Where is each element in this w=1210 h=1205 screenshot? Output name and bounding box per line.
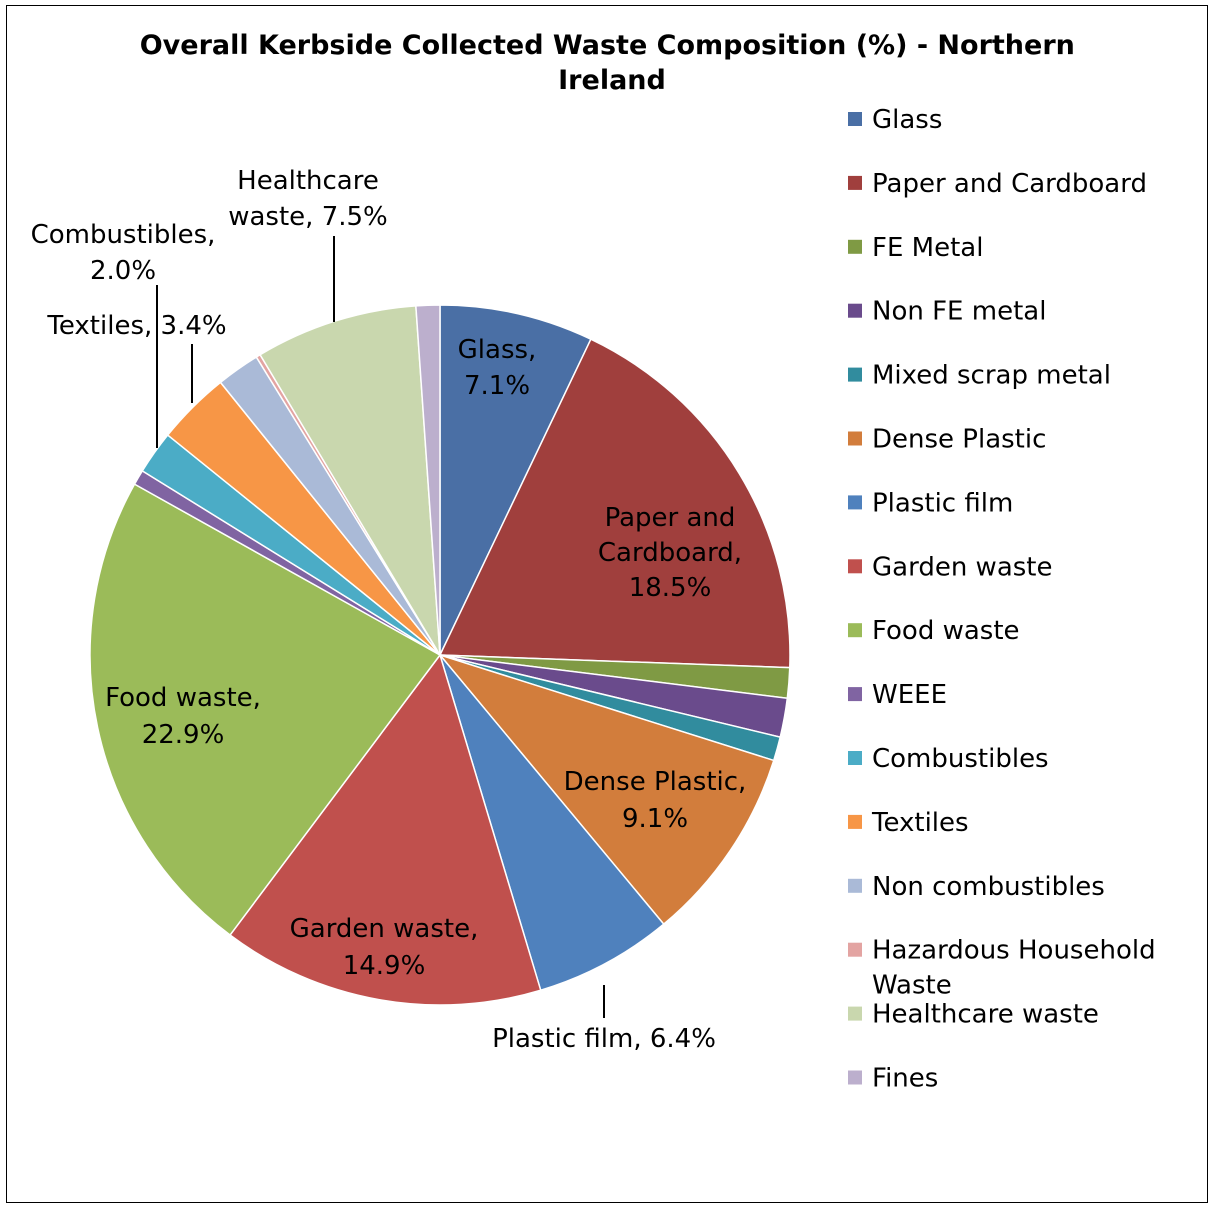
legend-item-dense-plastic: Dense Plastic [848,425,1046,455]
slice-glass [439,304,592,656]
legend-item-food-waste: Food waste [848,616,1020,646]
legend-item-textiles: Textiles [848,808,969,838]
slice-dense-plastic [437,653,775,926]
data-label-textiles: Textiles, 3.4% [46,311,226,341]
legend-swatch-fe-metal [848,239,862,254]
data-label-healthcare-waste: Healthcare waste, 7.5% [228,166,388,232]
legend-item-hazardous-household-waste: Hazardous Household Waste [848,936,1156,1001]
legend-swatch-glass [848,112,862,126]
legend-swatch-dense-plastic [848,431,862,446]
legend-swatch-plastic-film [848,495,862,510]
slice-healthcare-waste [259,305,441,656]
legend-label-fe-metal: FE Metal [872,233,983,263]
legend-swatch-non-fe-metal [848,303,862,318]
legend-item-non-fe-metal: Non FE metal [848,297,1046,327]
slice-plastic-film [439,654,665,992]
legend-item-plastic-film: Plastic film [848,488,1013,518]
data-label-glass: Glass, 7.1% [458,335,537,401]
leader-lines [156,236,605,1018]
legend-swatch-fines [848,1070,862,1085]
legend-swatch-paper-and-cardboard [848,175,862,190]
legend-swatch-food-waste [848,623,862,638]
legend: Glass Paper and Cardboard FE Metal Non FE m… [848,105,1156,1094]
legend-label-weee: WEEE [872,680,947,710]
legend-item-glass: Glass [848,105,942,135]
legend-swatch-healthcare-waste [848,1006,862,1021]
legend-item-paper-and-cardboard: Paper and Cardboard [848,169,1147,199]
legend-item-non-combustibles: Non combustibles [848,872,1105,902]
legend-item-fines: Fines [848,1064,938,1094]
legend-label-mixed-scrap-metal: Mixed scrap metal [872,361,1111,391]
legend-swatch-combustibles [848,751,862,765]
legend-label-plastic-film: Plastic film [872,488,1013,518]
legend-label-non-fe-metal: Non FE metal [872,297,1046,327]
slice-garden-waste [228,653,542,1006]
legend-item-garden-waste: Garden waste [848,552,1053,582]
legend-swatch-non-combustibles [848,878,862,893]
legend-item-fe-metal: FE Metal [848,233,983,263]
slice-fines [415,304,441,656]
data-label-plastic-film: Plastic film, 6.4% [492,1024,716,1054]
legend-label-combustibles: Combustibles [872,744,1049,774]
data-label-paper-and-cardboard: Paper and Cardboard, 18.5% [598,503,742,603]
slice-paper-and-cardboard [438,338,791,669]
data-label-food-waste: Food waste, 22.9% [105,683,261,750]
legend-item-healthcare-waste: Healthcare waste [848,1000,1099,1030]
data-label-garden-waste: Garden waste, 14.9% [290,914,479,981]
legend-label-garden-waste: Garden waste [872,552,1053,582]
chart-frame [6,5,1208,1203]
chart-title-line-1: Overall Kerbside Collected Waste Composi… [140,30,1075,61]
legend-label-hazardous-household-waste: Hazardous Household Waste [872,936,1156,1001]
legend-label-dense-plastic: Dense Plastic [872,425,1046,455]
chart-title-line-2: Ireland [558,65,666,96]
legend-swatch-hazardous-household-waste [848,942,862,957]
legend-label-non-combustibles: Non combustibles [872,872,1105,902]
chart-title: Overall Kerbside Collected Waste Composi… [140,30,1085,96]
legend-label-food-waste: Food waste [872,616,1020,646]
data-labels: Glass, 7.1% Paper and Cardboard, 18.5% Dense … [31,166,747,1054]
data-label-combustibles: Combustibles, 2.0% [31,220,216,286]
legend-item-weee: WEEE [848,680,947,710]
legend-label-textiles: Textiles [871,808,969,838]
data-label-dense-plastic: Dense Plastic, 9.1% [564,767,747,834]
legend-swatch-textiles [848,814,862,829]
legend-label-glass: Glass [872,105,942,135]
legend-swatch-garden-waste [848,559,862,574]
legend-swatch-weee [848,687,862,702]
legend-label-paper-and-cardboard: Paper and Cardboard [872,169,1147,199]
legend-swatch-mixed-scrap-metal [848,367,862,382]
pie-slices [89,304,791,1006]
slice-food-waste [89,483,442,937]
legend-item-mixed-scrap-metal: Mixed scrap metal [848,361,1111,391]
legend-label-healthcare-waste: Healthcare waste [872,1000,1099,1030]
legend-label-fines: Fines [872,1064,938,1094]
legend-item-combustibles: Combustibles [848,744,1049,774]
